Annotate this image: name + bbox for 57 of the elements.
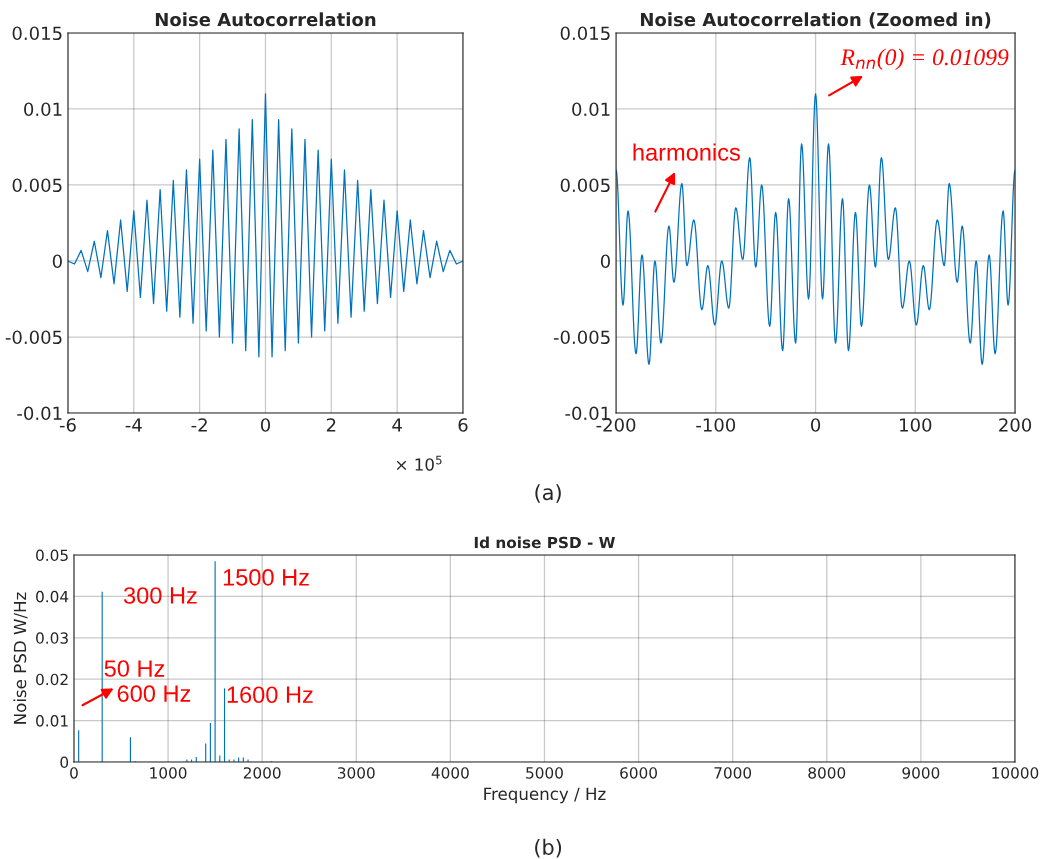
chart-title: Noise Autocorrelation: [155, 12, 376, 27]
x-tick-label: 7000: [714, 767, 752, 779]
y-tick-label: -0.005: [553, 330, 610, 345]
y-tick-label: 0.01: [36, 715, 68, 727]
chart-title: Noise Autocorrelation (Zoomed in): [640, 12, 991, 29]
x-tick-label: 4: [392, 418, 402, 432]
x-tick-label: 2: [326, 418, 336, 432]
x-tick-label: 1000: [150, 767, 187, 779]
x-tick-label: 0: [811, 418, 821, 432]
x-tick-label: 0: [70, 767, 78, 779]
annotation: harmonics: [633, 143, 740, 161]
x-tick-label: 3000: [337, 767, 375, 779]
text: (b): [535, 838, 562, 858]
annotation: 50 Hz: [104, 660, 165, 677]
text: × 10$^{5}$: [396, 455, 442, 471]
annotation: 300 Hz: [123, 587, 197, 604]
annotation: 600 Hz: [117, 685, 191, 702]
y-tick-label: -0.01: [565, 406, 610, 421]
y-axis-title: Noise PSD W/Hz: [13, 592, 28, 724]
text: (a): [535, 484, 561, 503]
y-tick-label: 0: [52, 254, 62, 269]
x-tick-label: 0: [260, 418, 271, 432]
y-tick-label: -0.005: [5, 330, 62, 345]
annotation: 1600 Hz: [227, 686, 313, 704]
x-tick-label: 100: [900, 418, 932, 432]
x-tick-label: 6: [458, 418, 468, 432]
x-tick-label: 2000: [243, 767, 281, 779]
y-tick-label: 0.01: [572, 102, 610, 117]
y-tick-label: 0.005: [12, 178, 62, 193]
annotation: 1500 Hz: [223, 568, 309, 586]
y-tick-label: 0: [60, 756, 69, 769]
y-tick-label: 0.05: [36, 549, 68, 562]
x-tick-label: 200: [999, 418, 1032, 432]
x-tick-label: -200: [596, 418, 636, 432]
y-tick-label: 0.005: [560, 178, 610, 193]
x-tick-label: 8000: [808, 767, 846, 779]
x-tick-label: -6: [59, 418, 76, 432]
annotation: R$_{nn}$(0) = 0.01099: [840, 48, 1009, 71]
x-tick-label: 9000: [902, 767, 940, 779]
y-tick-label: 0: [600, 254, 610, 269]
x-tick-label: 6000: [620, 767, 657, 779]
y-tick-label: 0.03: [36, 632, 68, 644]
x-tick-label: -2: [191, 418, 207, 432]
y-tick-label: 0.015: [12, 26, 62, 41]
y-tick-label: 0.02: [36, 673, 68, 686]
y-tick-label: -0.01: [17, 406, 62, 421]
x-tick-label: 5000: [526, 767, 563, 779]
y-tick-label: 0.01: [24, 102, 62, 117]
x-tick-label: 10000: [992, 767, 1039, 779]
x-axis-title: Frequency / Hz: [484, 787, 606, 804]
x-tick-label: 4000: [431, 767, 469, 779]
y-tick-label: 0.015: [560, 26, 610, 41]
x-tick-label: -4: [125, 418, 142, 432]
x-tick-label: -100: [696, 418, 736, 432]
line-series: [67, 93, 463, 358]
y-tick-label: 0.04: [36, 590, 69, 603]
chart-title: Id noise PSD - W: [474, 536, 615, 549]
